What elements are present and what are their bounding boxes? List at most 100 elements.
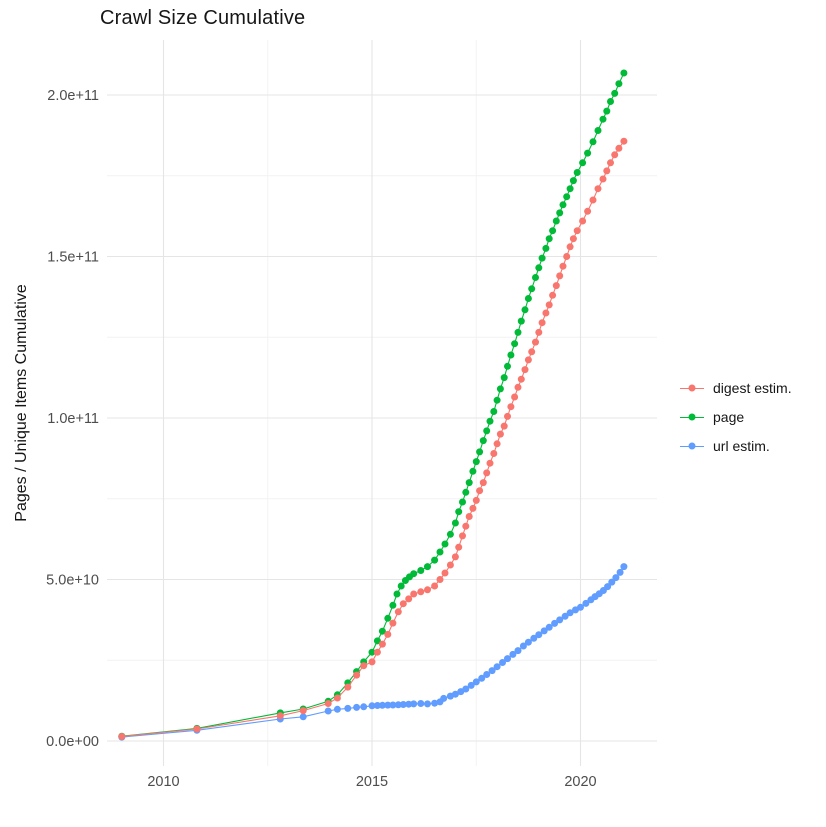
data-point-digest-estim — [599, 175, 607, 183]
data-point-url-estim — [499, 659, 506, 666]
data-point-url-estim — [440, 694, 448, 702]
data-point-page — [417, 567, 425, 574]
data-point-page — [611, 89, 619, 97]
data-point-digest-estim — [469, 504, 477, 512]
data-point-digest-estim — [483, 469, 491, 477]
data-point-digest-estim — [394, 608, 402, 616]
data-point-digest-estim — [620, 137, 628, 145]
data-point-page — [552, 217, 560, 225]
series-line-page — [121, 72, 625, 737]
data-point-digest-estim — [566, 243, 574, 251]
data-point-digest-estim — [549, 291, 557, 299]
data-point-url-estim — [545, 623, 553, 631]
data-point-page — [507, 351, 515, 359]
data-point-url-estim — [608, 578, 616, 586]
data-point-page — [566, 185, 574, 193]
data-point-page — [589, 138, 597, 146]
data-point-page — [538, 254, 546, 262]
data-point-page — [535, 264, 543, 272]
data-point-page — [620, 69, 628, 77]
data-point-digest-estim — [373, 648, 381, 656]
data-point-digest-estim — [542, 309, 550, 317]
data-point-page — [517, 317, 525, 325]
data-point-digest-estim — [417, 588, 425, 596]
data-point-page — [532, 274, 539, 281]
data-point-url-estim — [620, 563, 628, 571]
data-point-digest-estim — [504, 412, 511, 420]
data-point-digest-estim — [476, 487, 484, 495]
data-point-page — [559, 201, 567, 209]
data-point-page — [368, 648, 376, 656]
data-point-digest-estim — [424, 586, 431, 594]
data-point-page — [459, 498, 466, 506]
y-tick-label: 2.0e+11 — [47, 88, 99, 104]
data-point-digest-estim — [384, 630, 392, 638]
data-point-page — [594, 127, 602, 134]
data-point-digest-estim — [324, 700, 332, 707]
data-point-url-estim — [353, 703, 361, 711]
data-point-digest-estim — [459, 532, 466, 540]
data-point-url-estim — [373, 702, 381, 709]
data-point-page — [573, 169, 581, 176]
data-point-page — [556, 209, 564, 217]
data-point-page — [493, 396, 501, 404]
data-point-digest-estim — [559, 262, 567, 270]
data-point-digest-estim — [399, 600, 407, 608]
data-point-digest-estim — [465, 513, 473, 520]
data-point-digest-estim — [607, 159, 614, 167]
legend-key-icon — [680, 381, 704, 395]
data-point-digest-estim — [514, 383, 522, 391]
data-point-url-estim — [577, 603, 584, 611]
data-point-url-estim — [556, 616, 564, 624]
data-point-digest-estim — [333, 694, 341, 702]
data-point-page — [524, 295, 532, 302]
data-point-page — [441, 540, 449, 548]
data-point-url-estim — [384, 701, 392, 709]
data-point-digest-estim — [431, 582, 439, 590]
data-point-page — [373, 637, 381, 645]
data-point-digest-estim — [441, 569, 449, 577]
data-point-page — [569, 177, 577, 185]
data-point-digest-estim — [500, 422, 508, 430]
data-point-page — [436, 548, 444, 556]
data-point-digest-estim — [455, 543, 463, 551]
data-point-digest-estim — [378, 640, 386, 648]
data-point-digest-estim — [579, 217, 587, 225]
data-point-page — [455, 508, 463, 516]
data-point-url-estim — [368, 702, 376, 710]
data-point-page — [476, 448, 484, 456]
data-point-page — [410, 570, 418, 578]
data-point-digest-estim — [360, 662, 368, 670]
data-point-page — [584, 149, 592, 157]
data-point-url-estim — [535, 631, 543, 639]
data-point-digest-estim — [511, 393, 519, 401]
data-point-digest-estim — [353, 671, 361, 679]
data-point-page — [603, 107, 611, 115]
chart-title: Crawl Size Cumulative — [100, 7, 306, 29]
legend-label: url estim. — [713, 438, 770, 454]
data-point-url-estim — [561, 612, 569, 620]
data-point-digest-estim — [535, 328, 543, 336]
data-point-digest-estim — [436, 576, 444, 583]
data-point-url-estim — [324, 707, 332, 715]
data-point-digest-estim — [589, 196, 597, 204]
data-point-url-estim — [424, 700, 431, 708]
data-point-page — [579, 159, 587, 167]
legend-label: digest estim. — [713, 380, 792, 396]
data-point-digest-estim — [507, 403, 515, 411]
legend-key-icon — [680, 410, 704, 424]
data-point-page — [479, 437, 487, 445]
legend-item-url-estim: url estim. — [680, 438, 792, 454]
data-point-digest-estim — [486, 459, 494, 467]
data-point-page — [483, 427, 491, 435]
data-point-url-estim — [405, 700, 413, 708]
data-point-url-estim — [514, 647, 522, 655]
data-point-digest-estim — [521, 366, 529, 374]
data-point-page — [472, 458, 480, 466]
data-point-digest-estim — [545, 301, 553, 309]
x-tick-label: 2015 — [356, 774, 388, 790]
data-point-page — [500, 374, 508, 382]
data-point-digest-estim — [451, 553, 459, 561]
